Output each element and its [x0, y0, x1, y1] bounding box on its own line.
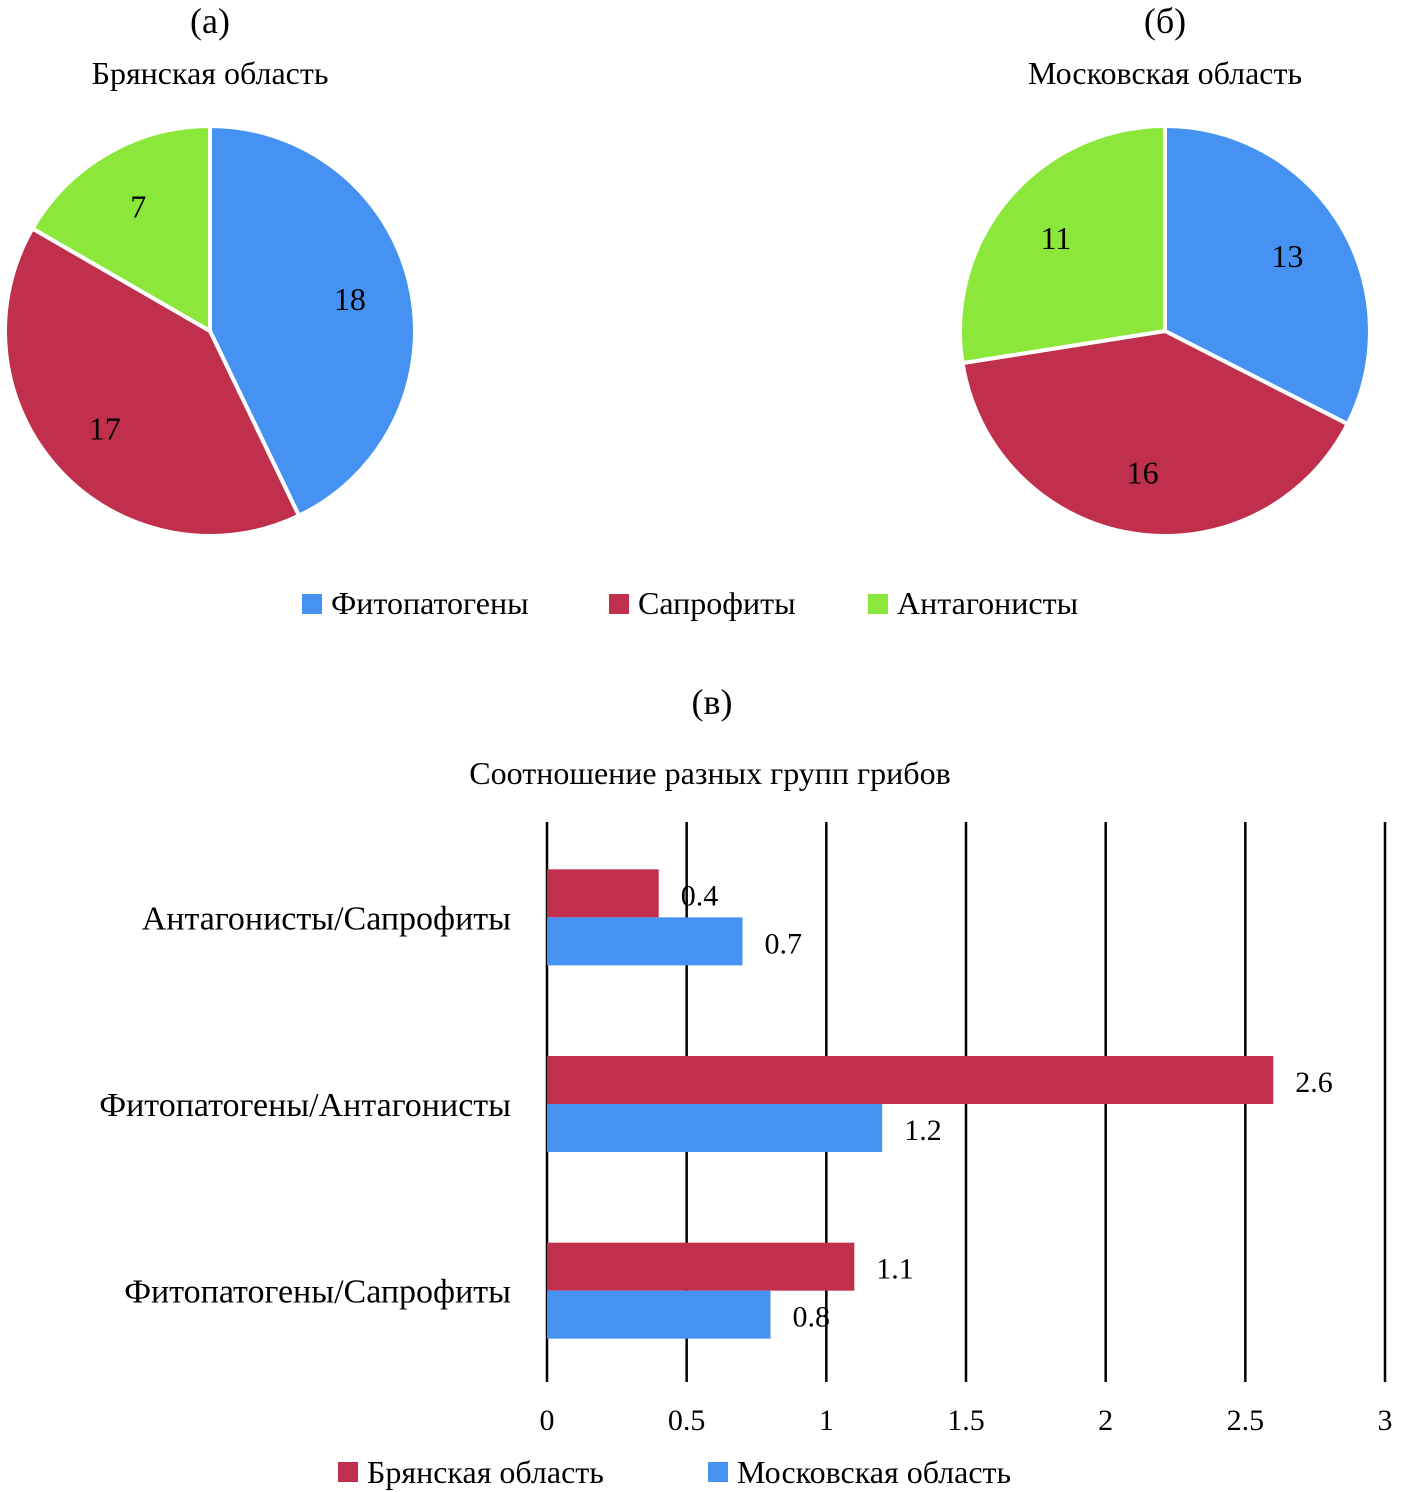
legend-label-phytopathogens: Фитопатогены [331, 585, 529, 621]
bar-value-label-bryansk: 1.1 [876, 1253, 914, 1286]
pie-data-label-saprophytes: 16 [1127, 455, 1159, 491]
legend-label-moscow: Московская область [737, 1454, 1011, 1490]
panel-b-label: (б) [1144, 1, 1186, 41]
legend-label-saprophytes: Сапрофиты [638, 585, 796, 621]
legend-label-antagonists: Антагонисты [897, 585, 1078, 621]
bar-value-label-moscow: 0.7 [765, 927, 803, 960]
x-tick-label: 0 [540, 1404, 555, 1437]
bar-bryansk [547, 869, 659, 918]
x-tick-label: 0.5 [668, 1404, 706, 1437]
panel-c-label: (в) [692, 682, 733, 722]
pie-slice-antagonists [29, 123, 212, 335]
pie-data-label-antagonists: 7 [130, 189, 146, 225]
bar-value-label-moscow: 1.2 [904, 1114, 942, 1147]
bar-chart-title: Соотношение разных групп грибов [469, 755, 950, 791]
pie-a-title: Брянская область [92, 55, 329, 91]
x-tick-label: 1.5 [947, 1404, 985, 1437]
bar-value-label-bryansk: 2.6 [1295, 1066, 1333, 1099]
pie-data-label-phytopathogens: 18 [334, 281, 366, 317]
x-tick-label: 3 [1378, 1404, 1393, 1437]
pie-slice-antagonists [958, 123, 1167, 366]
legend-swatch-phytopathogens [302, 594, 322, 614]
pie-data-label-saprophytes: 17 [89, 411, 121, 447]
category-label: Фитопатогены/Антагонисты [99, 1087, 511, 1124]
pie-chart-bryansk: 18 17 7 [2, 123, 417, 538]
bar-value-label-moscow: 0.8 [793, 1301, 831, 1334]
legend-swatch-bryansk [338, 1462, 358, 1482]
bar-bryansk [547, 1242, 855, 1291]
pie-slice-saprophytes [960, 328, 1351, 538]
pie-legend: Фитопатогены Сапрофиты Антагонисты [302, 585, 1078, 621]
legend-swatch-saprophytes [609, 594, 629, 614]
legend-swatch-moscow [708, 1462, 728, 1482]
panel-a-label: (а) [190, 1, 230, 41]
pie-data-label-antagonists: 11 [1040, 220, 1071, 256]
pie-b-title: Московская область [1028, 55, 1302, 91]
pie-slice-phytopathogens [1163, 123, 1372, 427]
bar-value-label-bryansk: 0.4 [681, 879, 719, 912]
bar-moscow [547, 917, 743, 966]
bar-chart-ratios: 0 0.5 1 1.5 2 2.5 3 Антагонисты/Сапрофиты 0.4 0.7… [99, 822, 1393, 1437]
x-tick-label: 2 [1098, 1404, 1113, 1437]
pie-slice-saprophytes [2, 225, 302, 538]
pie-chart-moscow: 13 16 11 [958, 123, 1372, 538]
legend-swatch-antagonists [868, 594, 888, 614]
x-tick-label: 1 [819, 1404, 834, 1437]
legend-label-bryansk: Брянская область [367, 1454, 604, 1490]
pie-data-label-phytopathogens: 13 [1271, 238, 1303, 274]
category-label: Фитопатогены/Сапрофиты [124, 1274, 511, 1311]
bar-bryansk [547, 1056, 1274, 1104]
category-label: Антагонисты/Сапрофиты [142, 900, 511, 937]
bar-legend: Брянская область Московская область [338, 1454, 1011, 1490]
bar-moscow [547, 1104, 883, 1152]
bar-moscow [547, 1290, 771, 1339]
x-tick-label: 2.5 [1227, 1404, 1265, 1437]
pie-slice-phytopathogens [208, 123, 417, 519]
